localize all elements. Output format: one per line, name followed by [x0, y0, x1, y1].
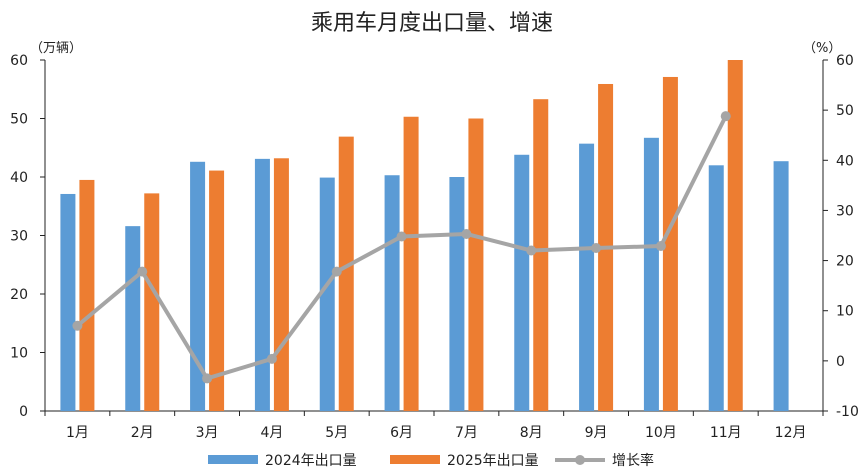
growth-rate-point-3 — [202, 373, 213, 384]
right-tick-label: 20 — [836, 254, 854, 270]
axes — [40, 59, 828, 416]
bar-2024-3 — [190, 161, 206, 411]
legend-marker-growth — [575, 455, 585, 465]
left-tick-label: 60 — [10, 53, 28, 69]
left-tick-label: 20 — [10, 287, 28, 303]
bar-2024-10 — [643, 137, 659, 411]
growth-rate-point-7 — [461, 228, 472, 239]
bar-2025-11 — [727, 60, 743, 411]
right-tick-label: -10 — [836, 404, 859, 420]
bar-2025-8 — [533, 99, 549, 411]
right-tick-label: 40 — [836, 153, 854, 169]
left-tick-label: 30 — [10, 229, 28, 245]
growth-rate-point-5 — [331, 266, 342, 277]
bar-2024-1 — [60, 193, 76, 411]
left-axis-unit: （万辆） — [30, 41, 82, 56]
growth-rate-point-2 — [137, 266, 148, 277]
right-tick-label: 50 — [836, 103, 854, 119]
bar-2024-12 — [773, 161, 789, 411]
legend-label-growth: 增长率 — [612, 452, 654, 469]
x-tick-label: 4月 — [260, 425, 283, 441]
bar-2024-11 — [708, 165, 724, 411]
x-tick-label: 9月 — [585, 425, 608, 441]
right-axis-unit: （%） — [803, 41, 841, 56]
legend-swatch-2024 — [208, 455, 258, 464]
bar-2024-4 — [254, 158, 270, 411]
left-tick-label: 10 — [10, 346, 28, 362]
bar-2025-10 — [662, 76, 678, 411]
legend: 2024年出口量 2025年出口量 增长率 — [208, 452, 654, 469]
left-tick-label: 0 — [19, 404, 28, 420]
tick-labels: 0 10 20 30 40 50 60 -10 0 10 20 30 40 50 60 1月 2月 3月 4月 5月 6… — [10, 53, 859, 441]
growth-rate-point-6 — [396, 231, 407, 242]
right-tick-label: 10 — [836, 304, 854, 320]
x-tick-label: 1月 — [66, 425, 89, 441]
bar-2025-4 — [273, 158, 289, 411]
bar-2024-6 — [384, 175, 400, 411]
bar-2024-2 — [125, 226, 141, 411]
bar-2025-3 — [209, 170, 225, 411]
bars-group — [60, 60, 789, 412]
x-tick-label: 5月 — [325, 425, 348, 441]
x-tick-label: 2月 — [131, 425, 154, 441]
bar-2024-7 — [449, 177, 465, 411]
x-tick-label: 8月 — [520, 425, 543, 441]
x-tick-label: 10月 — [645, 425, 677, 441]
left-tick-label: 40 — [10, 170, 28, 186]
right-tick-label: 0 — [836, 354, 845, 370]
bar-2025-5 — [338, 136, 354, 411]
left-tick-label: 50 — [10, 112, 28, 128]
growth-rate-point-11 — [720, 111, 731, 122]
x-tick-label: 6月 — [390, 425, 413, 441]
growth-rate-point-8 — [526, 245, 537, 256]
legend-label-2025: 2025年出口量 — [447, 453, 539, 469]
growth-rate-point-1 — [72, 320, 83, 331]
growth-rate-point-10 — [655, 241, 666, 252]
bar-2025-1 — [79, 179, 95, 411]
bar-2025-6 — [403, 116, 419, 412]
bar-2024-8 — [514, 154, 530, 411]
bar-2024-9 — [579, 143, 595, 411]
x-tick-label: 7月 — [455, 425, 478, 441]
growth-line-group — [72, 111, 731, 384]
growth-rate-point-9 — [591, 243, 602, 254]
bar-2024-5 — [319, 177, 335, 411]
right-tick-label: 60 — [836, 53, 854, 69]
bar-2025-7 — [468, 118, 484, 411]
x-tick-label: 3月 — [196, 425, 219, 441]
legend-label-2024: 2024年出口量 — [265, 453, 357, 469]
growth-rate-line — [76, 115, 728, 381]
x-tick-label: 12月 — [775, 425, 807, 441]
legend-swatch-2025 — [390, 455, 440, 464]
right-tick-label: 30 — [836, 203, 854, 219]
chart-title: 乘用车月度出口量、增速 — [311, 11, 553, 36]
growth-rate-point-4 — [266, 353, 277, 364]
x-tick-label: 11月 — [710, 425, 742, 441]
bar-2025-2 — [144, 193, 160, 411]
